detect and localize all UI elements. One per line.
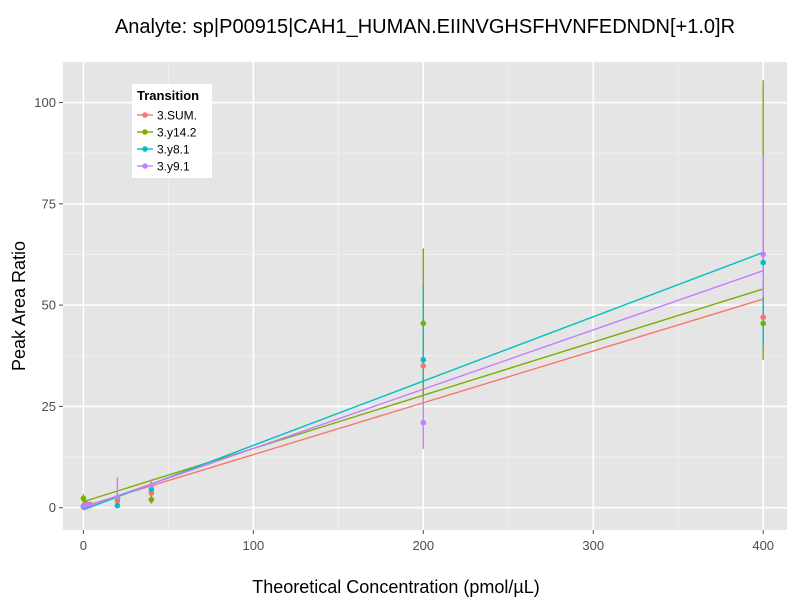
legend-label: 3.SUM. xyxy=(157,109,197,123)
legend: Transition 3.SUM. 3.y14.2 3.y8.1 3.y9.1 xyxy=(132,84,212,178)
legend-key-point xyxy=(142,146,148,152)
legend-key-point xyxy=(142,129,148,135)
x-axis-ticks: 0 100 200 300 400 xyxy=(80,530,774,553)
x-tick-label: 300 xyxy=(582,538,604,553)
data-point xyxy=(148,486,155,493)
data-point xyxy=(420,419,427,426)
x-axis-title: Theoretical Concentration (pmol/µL) xyxy=(252,577,540,597)
legend-title: Transition xyxy=(137,88,199,103)
legend-key-point xyxy=(142,112,148,118)
legend-key-point xyxy=(142,163,148,169)
data-point xyxy=(114,494,121,501)
data-point xyxy=(148,482,155,489)
x-tick-label: 400 xyxy=(752,538,774,553)
data-point xyxy=(148,496,155,503)
data-point xyxy=(420,363,427,369)
y-tick-label: 0 xyxy=(49,500,56,515)
x-tick-label: 200 xyxy=(412,538,434,553)
data-point xyxy=(420,320,427,327)
legend-label: 3.y14.2 xyxy=(157,126,197,140)
data-point xyxy=(420,357,427,363)
legend-items: 3.SUM. 3.y14.2 3.y8.1 3.y9.1 xyxy=(137,109,197,174)
y-tick-label: 50 xyxy=(42,298,56,313)
data-point xyxy=(760,320,767,327)
data-points xyxy=(80,251,767,510)
y-axis-ticks: 0 25 50 75 100 xyxy=(34,95,63,515)
y-axis-title: Peak Area Ratio xyxy=(9,241,29,371)
y-tick-label: 25 xyxy=(42,399,56,414)
y-tick-label: 100 xyxy=(34,95,56,110)
data-point xyxy=(760,251,767,258)
data-point xyxy=(80,495,87,502)
data-point xyxy=(87,501,93,508)
data-point xyxy=(114,502,121,509)
legend-label: 3.y8.1 xyxy=(157,143,190,157)
data-point xyxy=(760,314,767,321)
data-point xyxy=(760,259,767,266)
x-tick-label: 100 xyxy=(242,538,264,553)
chart-title: Analyte: sp|P00915|CAH1_HUMAN.EIINVGHSFH… xyxy=(115,16,735,38)
x-tick-label: 0 xyxy=(80,538,87,553)
legend-label: 3.y9.1 xyxy=(157,160,190,174)
y-tick-label: 75 xyxy=(42,196,56,211)
